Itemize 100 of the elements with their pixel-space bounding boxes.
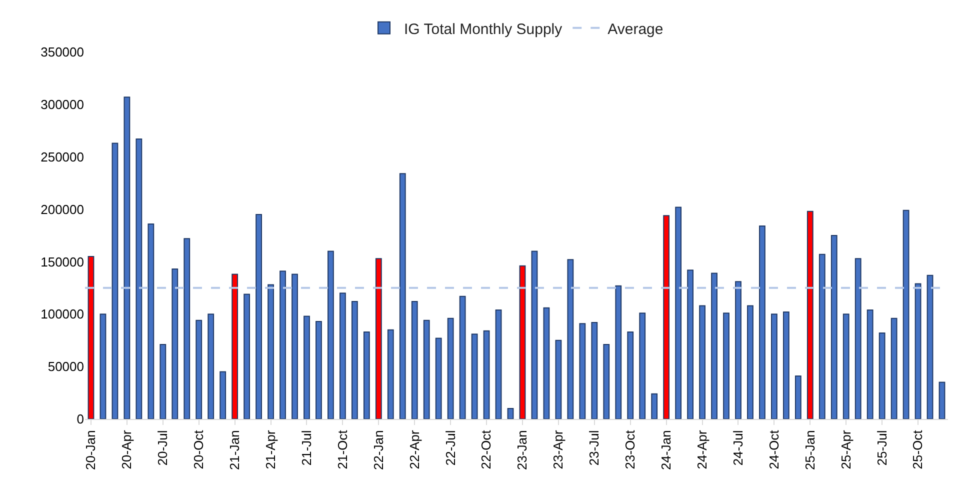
bar [232,274,238,419]
bar [375,258,382,419]
x-tick-label: 24-Oct [766,430,782,470]
bar [507,408,514,419]
bar [88,256,94,419]
bar [806,210,814,419]
bar [136,138,142,419]
x-tick-label: 21-Jul [298,430,314,466]
bar [603,344,610,419]
x-tick-label: 23-Jul [586,430,602,466]
bar [651,393,658,419]
bar [830,235,838,419]
x-tick-label: 22-Apr [406,430,422,470]
bar [220,371,226,419]
bar [627,331,634,419]
bar [160,344,166,419]
x-tick-label: 25-Jan [802,430,818,470]
bar [363,331,370,419]
bar [340,292,346,419]
y-tick-label: 200000 [40,202,84,217]
x-tick-label: 20-Apr [119,430,134,470]
bar [148,223,154,419]
x-tick-label: 21-Jan [227,430,242,470]
bar [759,226,766,419]
x-tick-label: 24-Apr [694,430,710,470]
x-tick-label: 20-Jan [83,430,98,470]
bar [878,332,886,419]
bar [735,281,742,419]
bar [818,254,826,419]
bar [914,283,922,419]
y-tick-label: 350000 [40,44,84,60]
x-tick-label: 22-Jan [370,430,386,470]
x-tick-label: 23-Apr [550,430,566,470]
bar [100,314,106,419]
bar [579,323,586,419]
bar [471,334,478,419]
bar [208,314,214,419]
bar [675,206,682,419]
bar [555,340,562,419]
bar [351,301,358,419]
bar [304,316,310,419]
legend-label: Average [608,20,664,38]
bar [567,259,574,419]
bar [794,376,802,419]
bar [711,272,718,419]
bar [938,382,946,419]
bar [292,274,298,419]
x-tick-label: 25-Jul [874,430,890,466]
x-tick-label: 22-Oct [478,430,494,470]
bar [639,312,646,419]
bar [268,284,274,419]
bar [890,318,898,419]
bar [842,314,850,419]
bar [196,320,202,419]
x-tick-label: 20-Oct [191,430,206,470]
bar [663,215,670,419]
bar [699,305,706,419]
bar [328,250,334,419]
bar [531,250,538,419]
bar [435,338,442,419]
x-tick-label: 23-Jan [514,430,530,470]
x-tick-label: 23-Oct [622,430,638,470]
bar [591,322,598,419]
bar [256,214,262,419]
x-tick-label: 24-Jan [658,430,674,470]
bar [747,305,754,419]
bar [926,274,934,419]
bar [244,294,250,419]
bar [902,210,910,419]
y-tick-label: 250000 [40,149,84,164]
bar [387,329,394,419]
bar [854,258,862,419]
x-tick-label: 24-Jul [730,430,746,466]
bar [399,173,406,419]
bar [615,285,622,419]
bar [771,314,778,419]
bar [459,296,466,419]
bar [124,96,130,419]
x-tick-label: 22-Jul [442,430,458,466]
y-tick-label: 50000 [48,359,84,374]
bar [495,309,502,419]
bar [782,312,790,419]
x-tick-label: 20-Jul [155,430,170,466]
y-tick-label: 0 [76,412,84,427]
bar [423,320,430,419]
bar [543,307,550,419]
x-tick-label: 21-Oct [334,430,350,470]
bar [172,268,178,419]
bar [519,265,526,419]
bar [483,330,490,419]
bar [316,320,322,419]
x-tick-label: 25-Apr [838,430,854,470]
bar [184,238,190,419]
y-tick-label: 100000 [40,306,84,322]
x-tick-label: 21-Apr [263,430,278,470]
bar [411,301,418,419]
bar [447,318,454,419]
bar [112,142,118,419]
y-tick-label: 300000 [40,96,84,112]
legend-label: IG Total Monthly Supply [404,20,563,38]
